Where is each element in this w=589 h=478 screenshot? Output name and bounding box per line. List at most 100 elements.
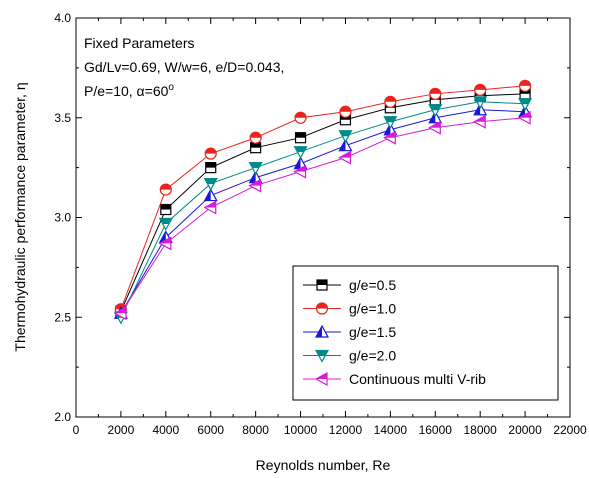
series-1-point-4-fill [250, 142, 261, 148]
y-tick-label-3.5: 3.5 [54, 111, 71, 125]
x-tick-label-0: 0 [73, 423, 80, 437]
axis-ticks [75, 17, 571, 418]
series-1-line [120, 93, 526, 312]
series-5-point-6 [338, 150, 352, 165]
series-2-point-9-fill [474, 84, 486, 90]
x-tick-label-10000: 10000 [284, 423, 318, 437]
x-tick-label-20000: 20000 [508, 423, 542, 437]
y-tick-label-3.0: 3.0 [54, 211, 71, 225]
series-1-point-3 [205, 162, 217, 174]
series-4-point-8-fill [429, 104, 442, 111]
legend-marker-5-fill [316, 373, 327, 379]
series-2-point-6 [339, 105, 352, 118]
annotation-line-3: P/e=10, α=60o [84, 82, 174, 99]
series-4-point-6-fill [339, 130, 352, 137]
series-4-line [120, 101, 526, 318]
series-3-line [120, 109, 526, 314]
series-4-point-5 [293, 146, 308, 159]
series-3-point-3 [203, 188, 218, 202]
series-2-point-7 [384, 95, 397, 108]
y-tick-label-4.0: 4.0 [54, 11, 71, 25]
series-1-point-5 [294, 132, 307, 144]
series-2-point-2 [159, 183, 172, 196]
series-2-point-5 [294, 111, 307, 124]
series-5-point-9 [472, 114, 486, 129]
x-tick-label-8000: 8000 [242, 423, 269, 437]
legend-marker-1-fill [317, 280, 327, 285]
series-3-point-8-fill [429, 111, 436, 123]
series-2-point-10-fill [519, 80, 531, 86]
annotation-line-1: Fixed Parameters [84, 35, 194, 51]
series-5-point-5 [293, 164, 307, 179]
legend-marker-1 [316, 279, 328, 291]
legend-label-3: g/e=1.5 [349, 324, 396, 340]
series-2-line [120, 85, 526, 310]
series-4 [113, 96, 533, 325]
legend-entry-5: Continuous multi V-rib [303, 371, 486, 387]
legend-marker-4-fill [316, 350, 328, 356]
series-5 [113, 110, 531, 321]
series-5-point-1-fill [114, 307, 126, 314]
series-4-point-3 [203, 177, 218, 191]
series-2-point-4 [249, 131, 262, 144]
series-3-point-4-fill [249, 171, 256, 183]
series-4-point-7-fill [384, 116, 397, 123]
series-5-point-8 [428, 120, 441, 135]
series-1-point-2-fill [160, 204, 171, 210]
annotation-degree-symbol: o [168, 82, 174, 93]
annotation-line-2: Gd/Lv=0.69, W/w=6, e/D=0.043, [84, 59, 284, 75]
series-5-point-4 [248, 178, 262, 193]
series-2-point-5-fill [295, 112, 307, 118]
series-4-point-3-fill [204, 178, 217, 185]
series-5-point-3-fill [204, 201, 216, 208]
x-tick-label-22000: 22000 [553, 423, 587, 437]
series-5-point-6-fill [339, 151, 351, 158]
legend-marker-4 [314, 349, 330, 363]
series-4-point-10 [518, 98, 533, 112]
legend-marker-3 [314, 324, 330, 338]
series-5-point-5-fill [294, 165, 306, 172]
series-3-point-7-fill [384, 123, 391, 135]
legend-marker-2 [315, 302, 329, 315]
legend-marker-5 [314, 371, 328, 387]
series-1-point-3-fill [205, 162, 216, 168]
series-4-point-7 [383, 116, 398, 129]
series-4-point-10-fill [519, 98, 532, 105]
legend: g/e=0.5 g/e=1.0 g/e=1.5 g/e=2.0 Continuous m… [292, 265, 559, 401]
series-2-point-3 [204, 147, 217, 160]
x-axis-title: Reynolds number, Re [256, 457, 391, 473]
series-5-point-10 [517, 110, 531, 125]
x-tick-label-14000: 14000 [374, 423, 408, 437]
series-5-point-7 [383, 130, 396, 145]
x-tick-label-18000: 18000 [463, 423, 497, 437]
y-axis-title: Thermohydraulic performance parameter, η [12, 82, 28, 351]
series-5-point-7-fill [384, 131, 396, 138]
series-3-point-6-fill [339, 139, 346, 151]
legend-label-4: g/e=2.0 [349, 348, 396, 364]
series-5-point-8-fill [429, 121, 441, 128]
series-3-point-5-fill [294, 157, 301, 169]
legend-marker-2-fill [316, 303, 328, 309]
series-3-point-8 [428, 110, 443, 124]
series-4-point-9-fill [474, 96, 487, 103]
annotation-fixed-parameters: Fixed Parameters Gd/Lv=0.69, W/w=6, e/D=… [84, 35, 284, 99]
x-tick-label-12000: 12000 [329, 423, 363, 437]
legend-marker-3-fill [316, 326, 322, 337]
series-1-point-2 [160, 203, 172, 216]
series-3-point-9 [473, 102, 488, 116]
series-1-point-4 [250, 142, 262, 154]
series-2-point-6-fill [339, 106, 351, 112]
series-5-point-4-fill [249, 179, 261, 186]
series-1-point-5-fill [295, 132, 306, 138]
annotation-alpha-symbol: α [137, 83, 145, 99]
legend-entry-4: g/e=2.0 [303, 348, 396, 364]
series-3-point-10-fill [519, 105, 526, 117]
series-4-point-9 [473, 96, 488, 110]
series-layer [113, 79, 533, 325]
series-5-point-1 [113, 306, 127, 321]
x-tick-label-4000: 4000 [152, 423, 179, 437]
series-2-point-2-fill [160, 184, 172, 190]
annotation-line-3-value: =60 [145, 83, 169, 99]
series-2-point-7-fill [384, 96, 396, 102]
legend-label-1: g/e=0.5 [349, 277, 396, 293]
